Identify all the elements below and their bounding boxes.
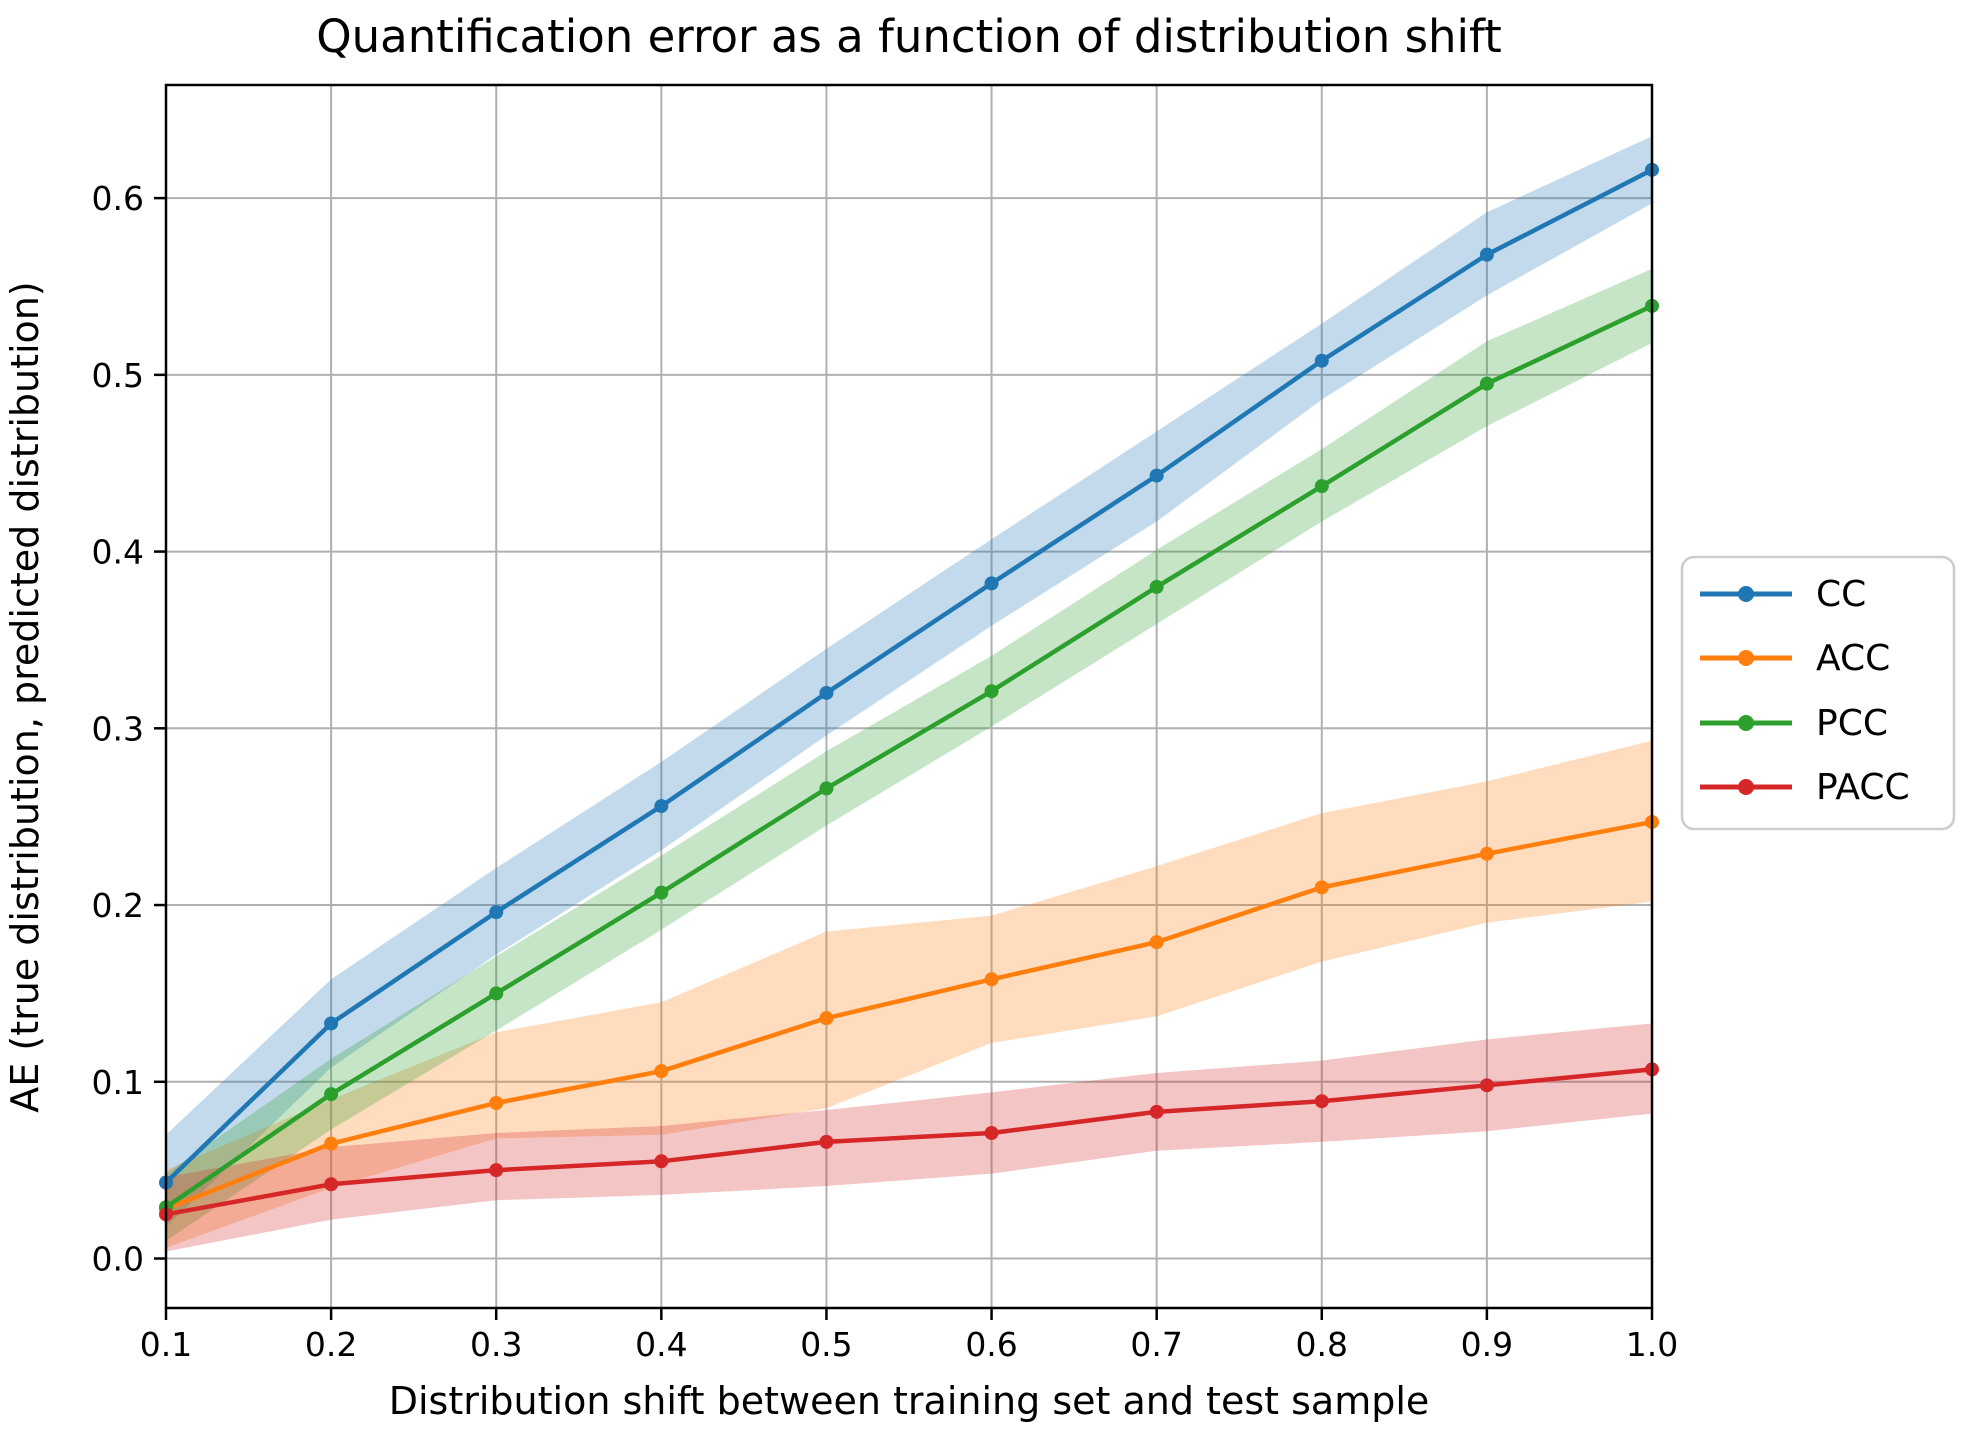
data-point-acc — [489, 1095, 504, 1110]
data-point-pcc — [654, 885, 669, 900]
y-tick-label: 0.3 — [92, 709, 144, 748]
legend-label: ACC — [1816, 638, 1890, 679]
data-point-acc — [654, 1064, 669, 1079]
legend-item-pacc: PACC — [1700, 767, 1910, 808]
data-point-pacc — [489, 1163, 504, 1178]
x-tick-label: 0.9 — [1461, 1325, 1513, 1364]
y-tick-label: 0.5 — [92, 356, 144, 395]
legend-item-cc: CC — [1700, 574, 1866, 615]
data-point-pcc — [819, 781, 834, 796]
data-point-pcc — [489, 986, 504, 1001]
legend-item-pcc: PCC — [1700, 703, 1888, 744]
legend-item-acc: ACC — [1700, 638, 1890, 679]
data-point-pcc — [1149, 579, 1164, 594]
data-point-cc — [819, 685, 834, 700]
data-point-cc — [489, 905, 504, 920]
series-line-cc — [164, 167, 1654, 1185]
series-line-pacc — [165, 1067, 1653, 1217]
x-tick-label: 0.7 — [1130, 1325, 1182, 1364]
data-point-pacc — [1149, 1104, 1164, 1119]
series-band-acc — [166, 740, 1652, 1248]
y-tick-label: 0.4 — [92, 533, 144, 572]
data-point-acc — [984, 972, 999, 987]
data-point-pcc — [324, 1087, 339, 1102]
x-tick-label: 0.3 — [470, 1325, 522, 1364]
legend-label: PACC — [1816, 767, 1910, 808]
x-axis-label: Distribution shift between training set … — [389, 1379, 1430, 1423]
data-point-pcc — [1479, 376, 1494, 391]
y-tick-label: 0.6 — [92, 179, 144, 218]
data-point-cc — [1149, 468, 1164, 483]
data-point-pacc — [1314, 1094, 1329, 1109]
data-point-pacc — [324, 1177, 339, 1192]
plot-border — [164, 83, 1654, 1310]
series-line-pcc — [164, 303, 1653, 1210]
y-axis-label: AE (true distribution, predicted distrib… — [3, 281, 47, 1112]
x-tick-label: 0.4 — [635, 1325, 687, 1364]
legend-label: PCC — [1816, 703, 1888, 744]
data-point-acc — [1149, 935, 1164, 950]
x-tick-label: 0.5 — [800, 1325, 852, 1364]
data-point-pcc — [1314, 479, 1329, 494]
legend: CC ACC PCC PACC — [1680, 555, 1956, 831]
data-point-cc — [1314, 353, 1329, 368]
legend-marker — [1738, 779, 1754, 795]
confidence-bands-layer — [166, 136, 1652, 1252]
legend-box — [1680, 555, 1956, 831]
data-point-pacc — [984, 1126, 999, 1141]
legend-marker — [1738, 650, 1754, 666]
legend-marker — [1738, 586, 1754, 602]
legend-label: CC — [1816, 574, 1866, 615]
x-tick-label: 0.2 — [305, 1325, 357, 1364]
data-point-pacc — [819, 1134, 834, 1149]
data-point-acc — [1314, 880, 1329, 895]
data-point-acc — [324, 1136, 339, 1151]
series-line-acc — [165, 819, 1653, 1212]
data-point-cc — [324, 1016, 339, 1031]
data-point-cc — [984, 576, 999, 591]
y-tick-label: 0.0 — [92, 1240, 144, 1279]
legend-marker — [1738, 715, 1754, 731]
x-tick-label: 0.8 — [1296, 1325, 1348, 1364]
data-point-cc — [654, 799, 669, 814]
chart-title: Quantification error as a function of di… — [316, 10, 1502, 63]
data-point-pacc — [1479, 1078, 1494, 1093]
data-point-acc — [819, 1011, 834, 1026]
data-point-acc — [1479, 846, 1494, 861]
series-band-cc — [166, 136, 1652, 1227]
x-tick-label: 0.1 — [140, 1325, 192, 1364]
data-point-pacc — [654, 1154, 669, 1169]
axes-layer: 0.1 0.2 0.3 0.4 0.5 0.6 0.7 0.8 0.9 1.0 0.0 0.1 0.2 0… — [92, 83, 1678, 1364]
y-tick-label: 0.1 — [92, 1063, 144, 1102]
x-tick-label: 1.0 — [1626, 1325, 1678, 1364]
data-point-pcc — [984, 684, 999, 699]
y-tick-label: 0.2 — [92, 886, 144, 925]
data-point-cc — [1479, 247, 1494, 262]
x-tick-label: 0.6 — [965, 1325, 1017, 1364]
